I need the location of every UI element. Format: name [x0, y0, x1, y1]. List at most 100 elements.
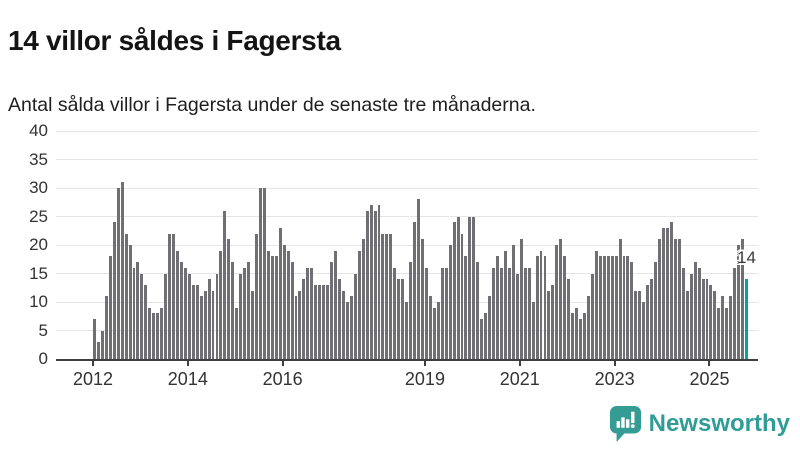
- x-axis-tick: [613, 361, 616, 366]
- bar: [278, 227, 282, 359]
- bar: [132, 267, 136, 359]
- bar: [183, 267, 187, 359]
- bar: [452, 222, 456, 359]
- y-axis-tick-label: 15: [29, 263, 48, 283]
- y-axis-tick-label: 25: [29, 206, 48, 226]
- y-axis-tick-label: 5: [38, 320, 48, 340]
- bar: [583, 313, 586, 359]
- bar: [140, 273, 144, 359]
- plot-area: 0 5 10 15 20 25 30 35 40 2012 2014 2016 2019 2021 2023…: [29, 121, 758, 389]
- x-axis-tick-label: 2012: [72, 369, 114, 389]
- bar: [594, 250, 598, 359]
- x-axis-tick: [518, 361, 521, 366]
- bar: [492, 267, 496, 359]
- bar: [255, 233, 258, 359]
- bar: [247, 262, 251, 359]
- bar: [721, 296, 725, 359]
- bar: [484, 313, 488, 359]
- bar: [187, 273, 191, 359]
- bar: [729, 296, 733, 359]
- bar: [353, 273, 357, 359]
- bar: [160, 307, 164, 359]
- bar: [638, 290, 642, 359]
- bar: [456, 216, 460, 359]
- bar: [286, 250, 290, 359]
- bar: [108, 256, 112, 359]
- bar: [496, 256, 500, 359]
- bar: [322, 284, 326, 359]
- bar: [349, 296, 353, 359]
- bar: [444, 267, 448, 359]
- bar: [622, 256, 626, 359]
- bar: [500, 267, 503, 359]
- bar: [148, 307, 152, 359]
- bar: [476, 262, 480, 359]
- bar: [424, 267, 428, 359]
- bar: [464, 256, 468, 359]
- bar: [199, 296, 203, 359]
- bar: [302, 279, 306, 359]
- bar: [432, 307, 436, 359]
- bar: [551, 284, 555, 359]
- bar: [409, 262, 413, 359]
- bar: [93, 319, 96, 359]
- y-axis-tick-label: 0: [38, 349, 48, 368]
- bar: [646, 284, 650, 359]
- bar: [397, 279, 401, 359]
- bar: [579, 319, 582, 359]
- gridline: [56, 273, 758, 274]
- bar: [211, 290, 215, 359]
- page-title: 14 villor såldes i Fagersta: [8, 24, 341, 56]
- gridline: [56, 159, 758, 160]
- bar: [480, 319, 484, 359]
- bar: [223, 210, 227, 359]
- bar: [669, 222, 673, 359]
- bar: [413, 222, 417, 359]
- bar-chart: 0 5 10 15 20 25 30 35 40 2012 2014 2016 2019 2021 2023…: [0, 121, 800, 396]
- bar: [179, 262, 183, 359]
- bar: [586, 296, 590, 359]
- bar: [361, 239, 365, 359]
- x-axis-tick-label: 2023: [594, 369, 635, 389]
- bar: [128, 245, 132, 359]
- bar: [341, 290, 345, 359]
- bar: [685, 290, 689, 359]
- x-axis-tick: [423, 361, 426, 366]
- bar: [207, 279, 211, 359]
- gridline: [56, 187, 758, 189]
- bar: [338, 279, 341, 359]
- bar: [326, 284, 330, 359]
- bar: [298, 290, 302, 359]
- bar: [677, 239, 681, 359]
- bar: [590, 273, 594, 359]
- bar: [310, 267, 314, 359]
- bar: [543, 256, 547, 359]
- bar: [468, 216, 472, 359]
- y-axis-tick-label: 30: [29, 178, 48, 197]
- x-axis-tick: [708, 361, 711, 366]
- bar: [318, 284, 322, 359]
- bar: [172, 233, 175, 359]
- bar: [365, 210, 369, 359]
- bar: [381, 233, 385, 359]
- bar: [175, 250, 179, 359]
- bar: [227, 239, 231, 359]
- bar: [539, 250, 543, 359]
- bar: [96, 341, 100, 359]
- bar: [294, 296, 298, 359]
- bar: [681, 267, 685, 359]
- bar: [460, 233, 464, 359]
- bar: [369, 205, 373, 359]
- x-axis-tick: [92, 361, 94, 366]
- x-axis-line: [56, 359, 758, 361]
- bar: [104, 296, 108, 359]
- bar: [345, 302, 349, 359]
- bar: [650, 279, 654, 359]
- bar: [733, 267, 737, 359]
- y-axis-tick-label: 20: [29, 235, 48, 254]
- brand-name: Newsworthy: [648, 410, 790, 437]
- bar: [314, 284, 318, 359]
- bar: [567, 279, 571, 359]
- bar: [168, 233, 172, 359]
- bar: [741, 239, 745, 359]
